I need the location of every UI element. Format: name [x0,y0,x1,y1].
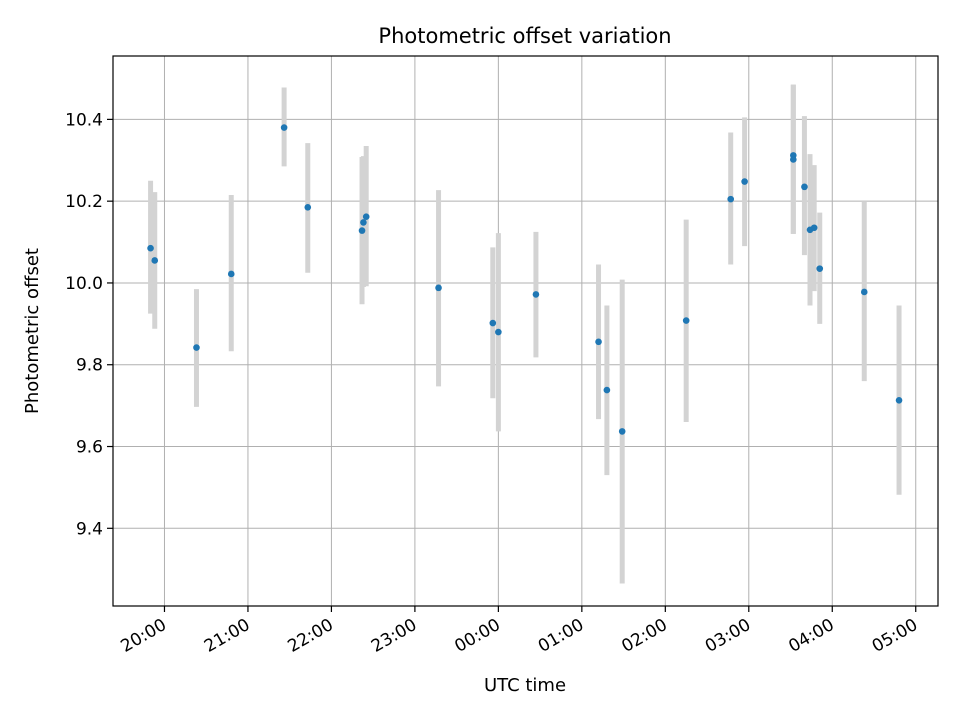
data-point [193,344,200,351]
data-point [358,227,366,234]
data-point [741,178,748,185]
data-point [532,291,540,298]
data-point [860,288,868,296]
y-tick-label: 9.4 [76,519,103,539]
data-point [280,124,288,131]
data-point [360,219,367,226]
data-point [151,257,159,264]
y-axis-label: Photometric offset [22,248,43,414]
data-point [801,183,808,191]
data-point [790,156,797,163]
data-point [895,397,903,404]
chart-title: Photometric offset variation [378,24,671,48]
data-point [816,265,824,272]
y-tick-label: 9.6 [76,438,103,458]
data-point [727,195,735,203]
data-point [495,328,502,336]
data-point [682,317,690,324]
data-point [227,270,235,278]
data-point [618,428,626,435]
data-point [603,386,611,394]
y-tick-label: 10.4 [65,110,103,130]
plot-frame [112,55,939,607]
x-axis-label: UTC time [484,675,566,696]
data-point [489,319,497,327]
data-point [362,213,370,221]
data-point [595,338,602,346]
data-point [435,284,442,292]
y-tick-label: 9.8 [76,356,103,376]
y-tick-label: 10.0 [65,274,103,294]
data-point [147,244,154,252]
data-point [304,204,312,211]
data-points [147,124,903,435]
y-tick-label: 10.2 [65,192,103,212]
data-point [810,224,818,232]
y-axis-ticks: 9.4 9.6 9.8 10.0 10.2 10.4 [65,110,113,539]
